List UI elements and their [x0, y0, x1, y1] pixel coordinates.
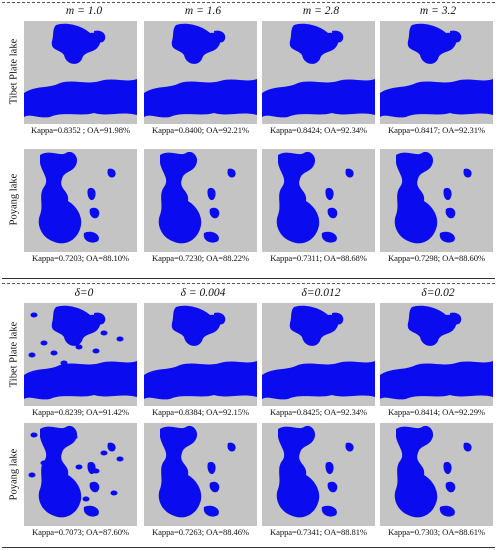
middle-dashed-rule	[2, 283, 495, 284]
top-dashed-rule	[2, 2, 495, 3]
accuracy-caption: Kappa=0.8414; OA=92.29%	[388, 407, 485, 417]
map-cell: Kappa=0.7230; OA=88.22%	[144, 149, 257, 264]
accuracy-caption: Kappa=0.7303; OA=88.61%	[388, 527, 485, 537]
poyang-lake-map	[380, 423, 493, 526]
poyang-lake-map	[144, 149, 257, 252]
accuracy-caption: Kappa=0.8417; OA=92.31%	[388, 125, 485, 135]
col-header-m-1-0: m = 1.0	[65, 5, 103, 17]
map-cell: Kappa=0.7303; OA=88.61%	[380, 423, 493, 538]
col-header-delta-0: δ=0	[74, 287, 94, 299]
map-cell: Kappa=0.8424; OA=92.34%	[262, 21, 375, 136]
tibet-lake-map	[262, 21, 375, 124]
row-label-tibet-bottom: Tibet Plate lake	[8, 321, 20, 388]
col-header-delta-0-004: δ = 0.004	[180, 287, 226, 299]
accuracy-caption: Kappa=0.7311; OA=88.68%	[270, 253, 367, 263]
tibet-lake-map	[24, 303, 137, 406]
section-divider	[2, 278, 495, 279]
tibet-lake-map	[144, 303, 257, 406]
poyang-lake-map	[24, 149, 137, 252]
col-header-m-2-8: m = 2.8	[302, 5, 340, 17]
accuracy-caption: Kappa=0.8352 ; OA=91.98%	[31, 125, 130, 135]
map-cell: Kappa=0.8384; OA=92.15%	[144, 303, 257, 418]
map-cell: Kappa=0.8414; OA=92.29%	[380, 303, 493, 418]
accuracy-caption: Kappa=0.7341; OA=88.81%	[270, 527, 367, 537]
bottom-rule	[2, 547, 495, 548]
tibet-lake-map	[380, 303, 493, 406]
tibet-lake-map	[262, 303, 375, 406]
accuracy-caption: Kappa=0.7073; OA=87.60%	[32, 527, 129, 537]
row-label-poyang-bottom: Poyang lake	[8, 448, 20, 501]
map-cell: Kappa=0.8352 ; OA=91.98%	[24, 21, 137, 136]
map-cell: Kappa=0.7263; OA=88.46%	[144, 423, 257, 538]
tibet-lake-map	[144, 21, 257, 124]
poyang-lake-map	[262, 149, 375, 252]
accuracy-caption: Kappa=0.8239; OA=91.42%	[32, 407, 129, 417]
tibet-lake-map	[380, 21, 493, 124]
accuracy-caption: Kappa=0.8384; OA=92.15%	[152, 407, 249, 417]
map-cell: Kappa=0.8425; OA=92.34%	[262, 303, 375, 418]
map-cell: Kappa=0.7341; OA=88.81%	[262, 423, 375, 538]
accuracy-caption: Kappa=0.7298; OA=88.60%	[388, 253, 485, 263]
accuracy-caption: Kappa=0.8400; OA=92.21%	[152, 125, 249, 135]
map-cell: Kappa=0.7073; OA=87.60%	[24, 423, 137, 538]
accuracy-caption: Kappa=0.7203; OA=88.10%	[32, 253, 129, 263]
map-cell: Kappa=0.7311; OA=88.68%	[262, 149, 375, 264]
row-label-poyang-top: Poyang lake	[8, 173, 20, 226]
poyang-lake-map	[262, 423, 375, 526]
poyang-lake-map	[380, 149, 493, 252]
map-cell: Kappa=0.7298; OA=88.60%	[380, 149, 493, 264]
poyang-lake-map	[144, 423, 257, 526]
tibet-lake-map	[24, 21, 137, 124]
map-cell: Kappa=0.7203; OA=88.10%	[24, 149, 137, 264]
map-cell: Kappa=0.8400; OA=92.21%	[144, 21, 257, 136]
row-label-tibet-top: Tibet Plate lake	[8, 38, 20, 105]
col-header-m-1-6: m = 1.6	[184, 5, 222, 17]
col-header-delta-0-02: δ=0.02	[421, 287, 455, 299]
accuracy-caption: Kappa=0.7263; OA=88.46%	[152, 527, 249, 537]
accuracy-caption: Kappa=0.8425; OA=92.34%	[270, 407, 367, 417]
accuracy-caption: Kappa=0.8424; OA=92.34%	[270, 125, 367, 135]
map-cell: Kappa=0.8417; OA=92.31%	[380, 21, 493, 136]
col-header-delta-0-012: δ=0.012	[301, 287, 341, 299]
map-cell: Kappa=0.8239; OA=91.42%	[24, 303, 137, 418]
col-header-m-3-2: m = 3.2	[419, 5, 457, 17]
poyang-lake-map	[24, 423, 137, 526]
accuracy-caption: Kappa=0.7230; OA=88.22%	[152, 253, 249, 263]
